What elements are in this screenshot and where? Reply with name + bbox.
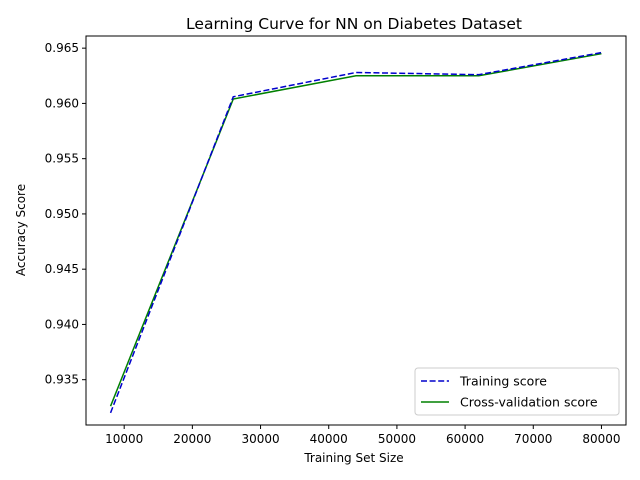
x-tick-label: 80000	[582, 432, 620, 446]
y-tick-label: 0.960	[45, 96, 79, 110]
chart-title: Learning Curve for NN on Diabetes Datase…	[186, 15, 522, 33]
x-axis-ticks: 10000 20000 30000 40000 50000 60000 70000 80000	[105, 425, 621, 446]
y-tick-label: 0.945	[45, 262, 79, 276]
legend-label: Training score	[459, 374, 547, 389]
series-line-cross-validation-score	[109, 52, 602, 407]
x-tick-label: 30000	[241, 432, 279, 446]
y-axis-label: Accuracy Score	[14, 184, 28, 276]
y-axis-ticks: 0.935 0.940 0.945 0.950 0.955 0.960 0.965	[45, 41, 86, 387]
legend-box	[414, 367, 620, 416]
plot-frame	[85, 35, 627, 426]
series-layer	[109, 51, 602, 414]
legend-label: Cross-validation score	[460, 395, 598, 410]
legend: Training score Cross-validation score	[414, 367, 620, 416]
x-tick-label: 10000	[105, 432, 143, 446]
x-axis-label: Training Set Size	[303, 451, 403, 465]
y-tick-label: 0.965	[45, 41, 79, 55]
series-line-training-score	[109, 51, 602, 414]
x-tick-label: 40000	[310, 432, 348, 446]
x-tick-label: 50000	[378, 432, 416, 446]
y-tick-label: 0.950	[45, 207, 79, 221]
y-tick-label: 0.955	[45, 152, 79, 166]
x-tick-label: 60000	[446, 432, 484, 446]
x-tick-label: 70000	[514, 432, 552, 446]
y-tick-label: 0.940	[45, 317, 79, 331]
x-tick-label: 20000	[173, 432, 211, 446]
y-tick-label: 0.935	[45, 373, 79, 387]
